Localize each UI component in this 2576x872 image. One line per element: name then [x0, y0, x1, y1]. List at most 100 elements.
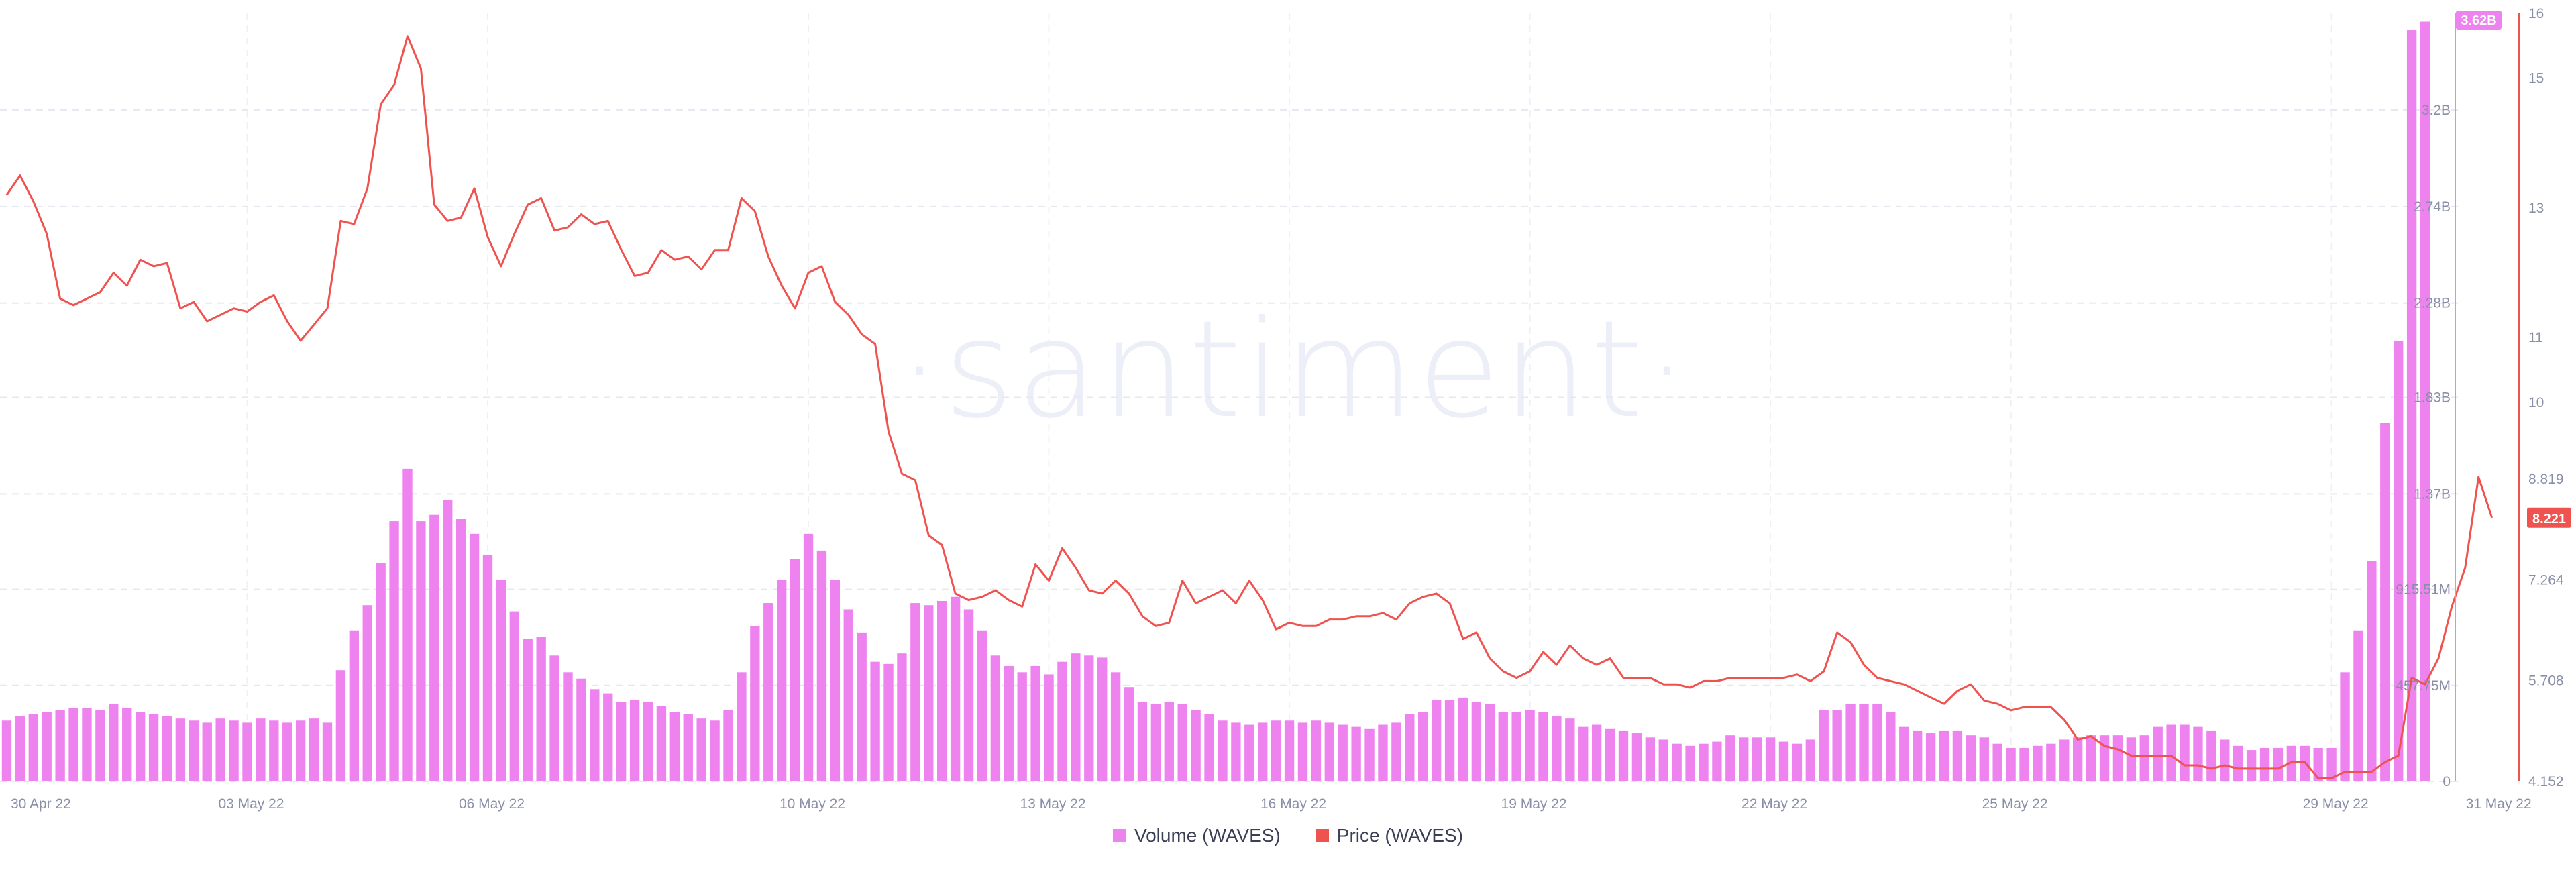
price-line-layer[interactable] [5, 35, 2493, 779]
volume-bar[interactable] [563, 672, 573, 781]
volume-bar[interactable] [2166, 724, 2176, 781]
volume-bar[interactable] [2259, 747, 2270, 781]
volume-bar[interactable] [683, 714, 693, 781]
volume-bar[interactable] [202, 722, 212, 781]
volume-bar[interactable] [1351, 726, 1361, 781]
volume-bar[interactable] [242, 722, 252, 781]
volume-bar[interactable] [1966, 735, 1976, 781]
volume-bar[interactable] [790, 559, 800, 781]
volume-bar[interactable] [2220, 739, 2230, 781]
volume-bar[interactable] [1084, 655, 1094, 781]
volume-bar[interactable] [1752, 737, 1762, 781]
volume-bar[interactable] [2246, 750, 2257, 781]
legend-item-price[interactable]: Price (WAVES) [1315, 825, 1463, 847]
volume-bar[interactable] [28, 714, 38, 781]
volume-bar[interactable] [777, 580, 787, 781]
volume-bar[interactable] [2126, 737, 2137, 781]
volume-bar[interactable] [2406, 30, 2417, 781]
volume-bar[interactable] [883, 663, 894, 781]
volume-bar[interactable] [1137, 702, 1148, 781]
volume-bar[interactable] [737, 672, 747, 781]
volume-bar[interactable] [590, 689, 600, 781]
volume-bar[interactable] [1525, 710, 1535, 781]
volume-bar[interactable] [803, 533, 814, 781]
volume-bar[interactable] [924, 605, 934, 781]
volume-bar[interactable] [2180, 724, 2190, 781]
volume-bar[interactable] [1391, 722, 1401, 781]
volume-bar[interactable] [1805, 739, 1816, 781]
volume-bar[interactable] [1819, 710, 1829, 781]
volume-bar[interactable] [1110, 672, 1121, 781]
volume-bar[interactable] [2193, 726, 2203, 781]
volume-bar[interactable] [950, 596, 961, 781]
volume-bar[interactable] [723, 710, 733, 781]
volume-bar[interactable] [536, 637, 546, 781]
volume-bar[interactable] [1631, 733, 1642, 781]
volume-bar[interactable] [349, 630, 359, 781]
volume-bar[interactable] [1645, 737, 1655, 781]
volume-bar[interactable] [2046, 743, 2056, 781]
volume-bar[interactable] [870, 661, 880, 781]
volume-bar[interactable] [1538, 712, 1548, 781]
volume-bar[interactable] [576, 678, 586, 781]
volume-bar[interactable] [1725, 735, 1735, 781]
volume-bar[interactable] [1150, 704, 1161, 781]
volume-bar[interactable] [2006, 747, 2016, 781]
volume-bar[interactable] [1979, 737, 1989, 781]
volume-bar[interactable] [82, 708, 92, 781]
volume-bar[interactable] [1324, 722, 1334, 781]
volume-bar[interactable] [256, 718, 266, 781]
volume-bar[interactable] [482, 555, 493, 781]
volume-bar[interactable] [1765, 737, 1776, 781]
volume-bar[interactable] [109, 704, 119, 781]
volume-bar[interactable] [148, 714, 159, 781]
volume-bar[interactable] [1578, 726, 1589, 781]
volume-bar[interactable] [1552, 716, 1562, 781]
legend-item-volume[interactable]: Volume (WAVES) [1112, 825, 1281, 847]
price-line[interactable] [5, 35, 2493, 779]
volume-bar[interactable] [1872, 704, 1882, 781]
volume-bar[interactable] [1899, 726, 1909, 781]
volume-bar[interactable] [1311, 720, 1322, 781]
volume-bar[interactable] [549, 655, 559, 781]
volume-bar[interactable] [15, 716, 25, 781]
volume-bar[interactable] [1913, 730, 1923, 781]
volume-bar[interactable] [897, 653, 907, 781]
volume-bar[interactable] [1939, 730, 1949, 781]
volume-bar[interactable] [1017, 672, 1027, 781]
volume-bar[interactable] [1792, 743, 1803, 781]
volume-bar[interactable] [1618, 730, 1629, 781]
volume-bar[interactable] [269, 720, 279, 781]
volume-bar[interactable] [2286, 745, 2297, 781]
volume-bar[interactable] [42, 712, 52, 781]
volume-bar[interactable] [2340, 672, 2350, 781]
volume-bar[interactable] [656, 706, 667, 781]
volume-bar[interactable] [1030, 665, 1040, 781]
volume-bar[interactable] [1071, 653, 1081, 781]
volume-bar[interactable] [2139, 735, 2149, 781]
volume-bar[interactable] [496, 580, 506, 781]
volume-bar[interactable] [1, 720, 12, 781]
volume-bar[interactable] [1191, 710, 1201, 781]
volume-bar[interactable] [977, 630, 987, 781]
volume-bar[interactable] [229, 720, 239, 781]
volume-bar[interactable] [1886, 712, 1896, 781]
volume-bar[interactable] [1712, 741, 1722, 781]
volume-bar[interactable] [2112, 735, 2123, 781]
volume-bar[interactable] [1565, 718, 1575, 781]
volume-bar[interactable] [669, 712, 680, 781]
volume-bar[interactable] [1204, 714, 1214, 781]
volume-bar[interactable] [2073, 737, 2083, 781]
volume-bar[interactable] [509, 611, 519, 781]
volume-bar[interactable] [1004, 665, 1014, 781]
volume-bar[interactable] [643, 702, 653, 781]
volume-bar[interactable] [1364, 728, 1375, 781]
volume-bar[interactable] [162, 716, 172, 781]
volume-bar[interactable] [1485, 704, 1495, 781]
volume-bar[interactable] [1925, 733, 1936, 781]
volume-bar[interactable] [910, 603, 920, 781]
volume-bar[interactable] [1177, 704, 1187, 781]
volume-bar[interactable] [696, 718, 706, 781]
volume-bar[interactable] [295, 720, 306, 781]
volume-bar[interactable] [750, 626, 760, 781]
